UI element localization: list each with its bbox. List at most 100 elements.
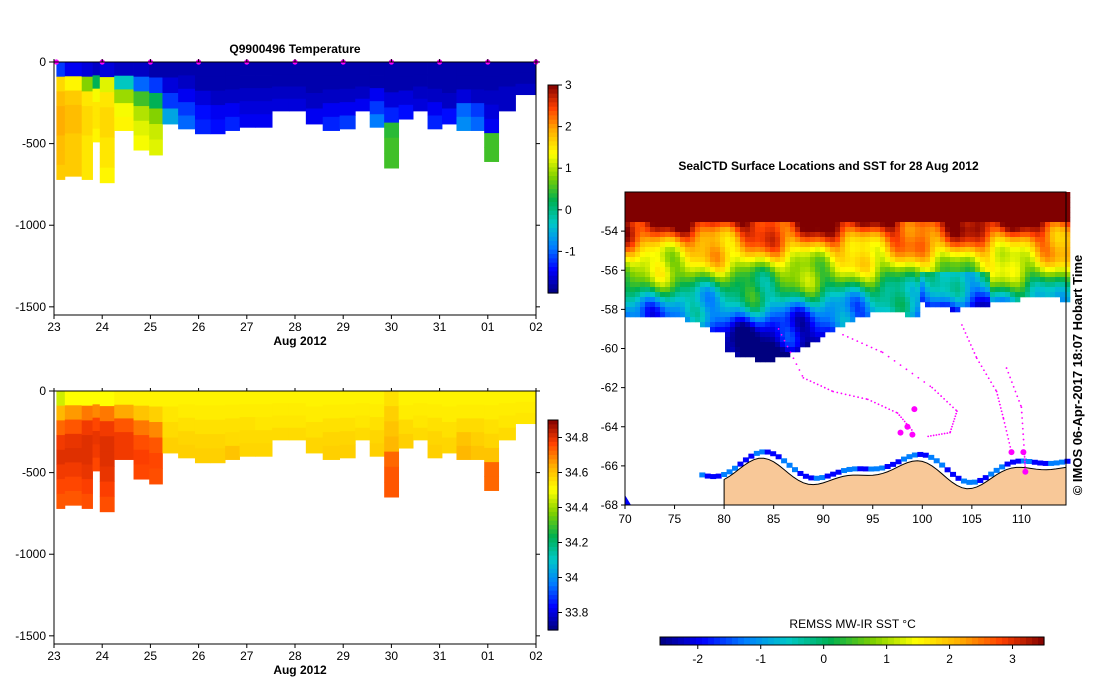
sst-cell	[745, 317, 751, 323]
sst-cell	[720, 227, 726, 233]
sst-cell	[890, 272, 896, 278]
sst-cell	[755, 352, 761, 358]
sst-cell	[800, 267, 806, 273]
sst-cell	[715, 202, 721, 208]
sst-cell	[715, 322, 721, 328]
sst-cell	[920, 247, 926, 253]
sst-cell	[640, 217, 646, 223]
sst-cell	[1060, 277, 1066, 283]
sst-cell	[940, 232, 946, 238]
colorbar-segment	[774, 637, 781, 645]
sst-cell	[695, 212, 701, 218]
data-cell	[470, 75, 485, 90]
sst-cell	[865, 282, 871, 288]
sst-cell	[800, 212, 806, 218]
sst-cell	[870, 257, 876, 263]
sst-cell	[900, 257, 906, 263]
sst-cell	[720, 297, 726, 303]
sst-cell	[800, 237, 806, 243]
sst-cell	[950, 222, 956, 228]
sst-cell	[990, 267, 996, 273]
sst-cell	[960, 277, 966, 283]
sst-cell	[745, 202, 751, 208]
sst-cell	[690, 242, 696, 248]
colorbar-segment	[548, 206, 558, 212]
sst-cell	[780, 247, 786, 253]
sst-cell	[710, 257, 716, 263]
sst-cell	[665, 207, 671, 213]
sst-cell	[630, 242, 636, 248]
seal-track-point	[881, 405, 883, 407]
sst-cell	[710, 227, 716, 233]
sst-cell	[625, 222, 631, 228]
sst-cell	[625, 262, 631, 268]
sst-cell	[1010, 192, 1016, 198]
data-cell	[81, 464, 93, 480]
sst-cell	[880, 217, 886, 223]
data-cell	[56, 493, 66, 509]
sst-cell	[670, 212, 676, 218]
sst-cell	[890, 232, 896, 238]
sst-cell	[670, 287, 676, 293]
sst-cell	[670, 277, 676, 283]
sst-cell	[955, 272, 961, 278]
sst-cell	[785, 327, 791, 333]
sst-cell	[850, 197, 856, 203]
colorbar-segment	[548, 249, 558, 255]
sst-cell	[925, 297, 931, 303]
sst-cell	[930, 262, 936, 268]
sst-cell	[835, 232, 841, 238]
sst-cell	[825, 282, 831, 288]
sst-cell	[965, 202, 971, 208]
seal-track-point	[999, 403, 1001, 406]
sst-cell	[975, 267, 981, 273]
sst-cell	[660, 242, 666, 248]
sst-cell	[825, 292, 831, 298]
sst-cell	[670, 292, 676, 298]
sst-cell	[625, 287, 631, 293]
sst-cell	[735, 227, 741, 233]
data-cell	[133, 449, 150, 465]
sst-cell	[1005, 277, 1011, 283]
sst-cell	[785, 252, 791, 258]
sst-cell	[780, 297, 786, 303]
colorbar-segment	[876, 637, 883, 645]
sst-cell	[670, 262, 676, 268]
colorbar-segment	[864, 637, 871, 645]
sst-cell	[650, 202, 656, 208]
sst-cell	[1030, 222, 1036, 228]
colorbar-segment	[548, 197, 558, 203]
sst-cell	[760, 292, 766, 298]
sst-cell	[985, 217, 991, 223]
data-cell	[272, 74, 290, 87]
sst-cell	[750, 222, 756, 228]
sst-cell	[760, 332, 766, 338]
seal-track-point	[953, 417, 956, 420]
sst-cell	[880, 237, 886, 243]
sst-cell	[635, 212, 641, 218]
sst-cell	[865, 272, 871, 278]
colorbar-segment	[548, 119, 558, 125]
sst-cell	[1060, 212, 1066, 218]
sst-cell	[865, 257, 871, 263]
sst-cell	[660, 262, 666, 268]
sst-cell	[850, 212, 856, 218]
sst-cell	[685, 272, 691, 278]
sst-cell	[925, 252, 931, 258]
sst-cell	[1065, 257, 1071, 263]
data-cell	[484, 405, 500, 420]
sst-cell	[950, 292, 956, 298]
sst-cell	[760, 327, 766, 333]
sst-cell	[695, 297, 701, 303]
sst-cell	[750, 307, 756, 313]
sst-cell	[855, 272, 861, 278]
data-cell	[369, 101, 385, 115]
sst-cell	[665, 202, 671, 208]
data-cell	[81, 106, 93, 122]
sst-cell	[930, 212, 936, 218]
sst-cell	[925, 287, 931, 293]
sst-cell	[1005, 222, 1011, 228]
data-cell	[56, 464, 66, 480]
sst-cell	[755, 282, 761, 288]
sst-cell	[835, 277, 841, 283]
